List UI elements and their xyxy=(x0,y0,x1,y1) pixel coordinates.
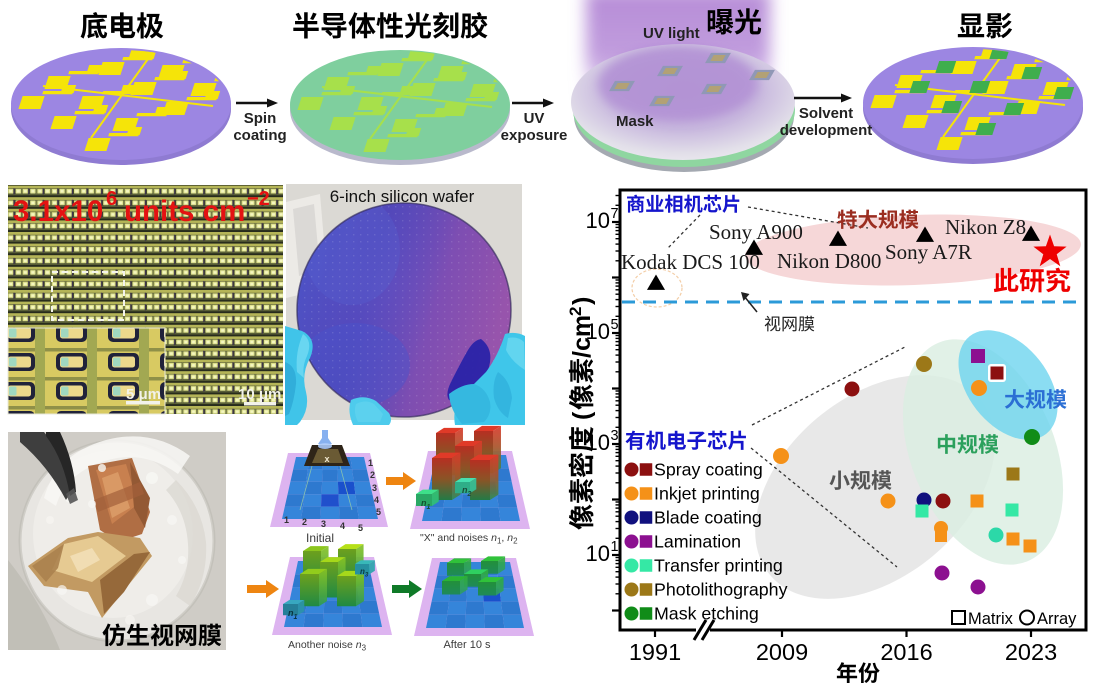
svg-text:"X" and noises n1, n2: "X" and noises n1, n2 xyxy=(420,532,518,546)
svg-text:2023: 2023 xyxy=(1005,639,1057,665)
svg-text:5: 5 xyxy=(358,523,363,533)
svg-text:): ) xyxy=(568,297,596,305)
svg-text:10: 10 xyxy=(586,208,610,233)
svg-text:2009: 2009 xyxy=(756,639,808,665)
svg-text:Blade coating: Blade coating xyxy=(654,508,762,528)
svg-text:1: 1 xyxy=(284,515,289,525)
svg-text:n1: n1 xyxy=(421,498,431,511)
svg-text:Photolithography: Photolithography xyxy=(654,580,788,600)
svg-text:/cm: /cm xyxy=(568,315,596,358)
svg-text:Matrix: Matrix xyxy=(968,610,1014,628)
svg-text:Mask: Mask xyxy=(616,113,654,130)
svg-text:Transfer printing: Transfer printing xyxy=(654,556,783,576)
svg-text:coating: coating xyxy=(233,127,286,144)
svg-text:10 μm: 10 μm xyxy=(238,386,281,403)
svg-text:x: x xyxy=(324,454,329,464)
svg-text:Kodak DCS 100: Kodak DCS 100 xyxy=(621,250,760,274)
svg-text:Lamination: Lamination xyxy=(654,532,741,552)
svg-text:Spin: Spin xyxy=(244,110,277,127)
svg-text:−2: −2 xyxy=(247,188,270,210)
svg-text:n1: n1 xyxy=(288,608,298,621)
svg-text:Another noise n3: Another noise n3 xyxy=(288,639,367,653)
svg-text:7: 7 xyxy=(611,206,619,222)
svg-text:1: 1 xyxy=(611,539,619,555)
svg-text:6: 6 xyxy=(106,188,117,210)
svg-text:3: 3 xyxy=(321,519,326,529)
svg-text:development: development xyxy=(780,122,873,139)
svg-text:3.1x10: 3.1x10 xyxy=(13,195,103,228)
svg-text:10: 10 xyxy=(586,319,610,344)
svg-text:(: ( xyxy=(568,411,596,420)
svg-text:Spray coating: Spray coating xyxy=(654,460,763,480)
svg-text:Nikon Z8: Nikon Z8 xyxy=(945,215,1026,239)
svg-text:Initial: Initial xyxy=(306,531,334,545)
svg-text:1: 1 xyxy=(368,458,373,468)
svg-text:UV: UV xyxy=(524,110,545,127)
svg-text:2: 2 xyxy=(370,470,375,480)
svg-text:Nikon D800: Nikon D800 xyxy=(777,249,881,273)
svg-text:Mask etching: Mask etching xyxy=(654,604,759,624)
svg-text:5: 5 xyxy=(376,507,381,517)
svg-text:Solvent: Solvent xyxy=(799,105,853,122)
svg-text:exposure: exposure xyxy=(501,127,568,144)
svg-text:2: 2 xyxy=(302,517,307,527)
svg-text:1991: 1991 xyxy=(629,639,681,665)
svg-text:Sony A900: Sony A900 xyxy=(709,220,803,244)
svg-text:units cm: units cm xyxy=(124,195,245,228)
svg-text:n3: n3 xyxy=(360,567,369,579)
svg-text:UV light: UV light xyxy=(643,25,700,42)
svg-text:5: 5 xyxy=(611,317,619,333)
svg-text:3: 3 xyxy=(372,483,377,493)
svg-text:2: 2 xyxy=(566,307,585,316)
svg-text:Sony A7R: Sony A7R xyxy=(885,240,972,264)
svg-text:5 μm: 5 μm xyxy=(126,386,161,403)
svg-text:4: 4 xyxy=(340,521,345,531)
svg-text:Inkjet printing: Inkjet printing xyxy=(654,484,760,504)
svg-text:After 10 s: After 10 s xyxy=(443,639,491,651)
svg-text:10: 10 xyxy=(586,541,610,566)
svg-text:Array: Array xyxy=(1037,610,1077,628)
svg-text:2016: 2016 xyxy=(880,639,932,665)
svg-text:6-inch silicon wafer: 6-inch silicon wafer xyxy=(330,187,475,206)
svg-text:3: 3 xyxy=(611,428,619,444)
svg-text:4: 4 xyxy=(374,495,379,505)
svg-text:n2: n2 xyxy=(462,485,472,498)
